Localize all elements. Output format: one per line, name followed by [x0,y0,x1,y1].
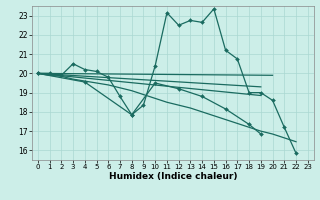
X-axis label: Humidex (Indice chaleur): Humidex (Indice chaleur) [108,172,237,181]
